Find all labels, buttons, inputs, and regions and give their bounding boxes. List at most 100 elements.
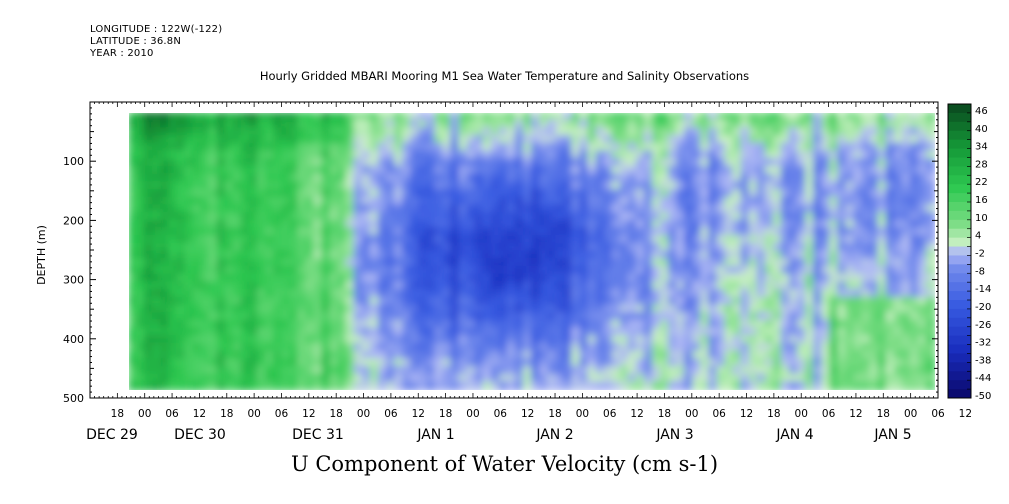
x-hour-tick-label: 18 — [330, 408, 343, 420]
colorbar-label: -38 — [975, 355, 991, 366]
colorbar-segment — [948, 308, 971, 319]
colorbar-segment — [948, 300, 971, 310]
colorbar-segment — [948, 353, 971, 363]
x-hour-tick-label: 18 — [767, 408, 780, 420]
x-day-label: DEC 29 — [86, 427, 138, 443]
y-tick-label: 200 — [63, 214, 84, 227]
x-hour-tick-label: 06 — [275, 408, 289, 420]
y-tick-label: 500 — [63, 392, 84, 405]
colorbar-label: -2 — [975, 248, 985, 259]
x-day-label: DEC 30 — [174, 427, 226, 443]
x-hour-tick-label: 18 — [220, 408, 233, 420]
colorbar-segment — [948, 210, 971, 221]
colorbar-segment — [948, 326, 971, 337]
colorbar-segment — [948, 121, 971, 132]
x-hour-tick-label: 12 — [193, 408, 206, 420]
colorbar-label: -14 — [975, 284, 991, 295]
heatmap-cells — [129, 113, 935, 390]
x-hour-tick-label: 12 — [412, 408, 425, 420]
colorbar-segment — [948, 166, 971, 176]
colorbar-label: 4 — [975, 231, 981, 242]
x-hour-tick-label: 12 — [959, 408, 972, 420]
colorbar-segment — [948, 112, 971, 123]
y-tick-label: 400 — [63, 333, 84, 346]
longitude-label: LONGITUDE : 122W(-122) — [90, 24, 223, 35]
colorbar-label: 16 — [975, 195, 988, 206]
latitude-label: LATITUDE : 36.8N — [90, 36, 182, 47]
x-day-label: JAN 3 — [655, 427, 693, 443]
colorbar-segment — [948, 282, 971, 292]
x-hour-tick-label: 12 — [302, 408, 315, 420]
colorbar-segment — [948, 148, 971, 158]
colorbar-label: 22 — [975, 177, 988, 188]
x-hour-tick-label: 06 — [494, 408, 508, 420]
colorbar-segment — [948, 335, 971, 346]
x-day-label: JAN 2 — [535, 427, 573, 443]
x-hour-tick-label: 18 — [548, 408, 561, 420]
x-hour-tick-label: 06 — [384, 408, 398, 420]
x-day-label: JAN 1 — [416, 427, 454, 443]
colorbar-label: 40 — [975, 124, 988, 135]
colorbar-segment — [948, 362, 971, 372]
colorbar-segment — [948, 104, 971, 114]
x-hour-tick-label: 00 — [247, 408, 260, 420]
colorbar-segment — [948, 184, 971, 194]
chart-title: Hourly Gridded MBARI Mooring M1 Sea Wate… — [259, 69, 750, 83]
colorbar-label: -50 — [975, 391, 991, 402]
x-hour-tick-label: 00 — [357, 408, 370, 420]
colorbar-segment — [948, 264, 971, 274]
colorbar-segment — [948, 193, 971, 203]
x-hour-tick-label: 00 — [795, 408, 808, 420]
colorbar-segment — [948, 139, 971, 150]
x-hour-tick-label: 18 — [439, 408, 452, 420]
x-hour-tick-label: 06 — [165, 408, 179, 420]
x-hour-tick-label: 06 — [712, 408, 726, 420]
colorbar-segment — [948, 130, 971, 141]
x-hour-tick-label: 18 — [111, 408, 124, 420]
colorbar-label: -32 — [975, 338, 991, 349]
colorbar-segment — [948, 380, 971, 390]
y-axis-label: DEPTH (m) — [35, 225, 48, 285]
x-day-label: JAN 4 — [775, 427, 813, 443]
x-hour-tick-label: 06 — [603, 408, 617, 420]
x-axis-label: U Component of Water Velocity (cm s-1) — [290, 452, 719, 476]
x-day-label: JAN 5 — [873, 427, 911, 443]
colorbar-segment — [948, 344, 971, 354]
colorbar-segment — [948, 389, 971, 399]
x-hour-tick-label: 12 — [740, 408, 753, 420]
x-hour-tick-label: 18 — [877, 408, 890, 420]
colorbar-segment — [948, 291, 971, 301]
x-hour-tick-label: 00 — [138, 408, 151, 420]
colorbar-segment — [948, 255, 971, 265]
x-hour-tick-label: 12 — [521, 408, 534, 420]
x-hour-tick-label: 12 — [849, 408, 862, 420]
colorbar-label: 28 — [975, 159, 988, 170]
x-hour-tick-label: 00 — [466, 408, 479, 420]
colorbar-label: 46 — [975, 106, 988, 117]
x-hour-tick-label: 00 — [685, 408, 698, 420]
colorbar-segment — [948, 246, 971, 256]
year-label: YEAR : 2010 — [90, 48, 154, 59]
colorbar-segment — [948, 202, 971, 212]
x-hour-tick-label: 06 — [931, 408, 945, 420]
colorbar: 46 40 34 28 22 16 10 4 -2 -8 -14 -20 -26 -32 -38 -44 -50 — [947, 103, 991, 402]
colorbar-segment — [948, 317, 971, 328]
colorbar-label: 34 — [975, 142, 988, 153]
x-hour-tick-label: 18 — [658, 408, 671, 420]
colorbar-segment — [948, 237, 971, 248]
colorbar-segment — [948, 175, 971, 185]
x-hour-tick-label: 06 — [822, 408, 836, 420]
colorbar-segment — [948, 228, 971, 239]
colorbar-label: -26 — [975, 320, 991, 331]
y-tick-label: 300 — [63, 274, 84, 287]
y-tick-label: 100 — [63, 155, 84, 168]
colorbar-segment — [948, 273, 971, 283]
colorbar-label: -8 — [975, 266, 985, 277]
colorbar-segment — [948, 157, 971, 167]
x-hour-tick-label: 12 — [630, 408, 643, 420]
colorbar-label: 10 — [975, 213, 988, 224]
x-day-label: DEC 31 — [292, 427, 344, 443]
colorbar-label: -20 — [975, 302, 991, 313]
colorbar-label: -44 — [975, 373, 991, 384]
